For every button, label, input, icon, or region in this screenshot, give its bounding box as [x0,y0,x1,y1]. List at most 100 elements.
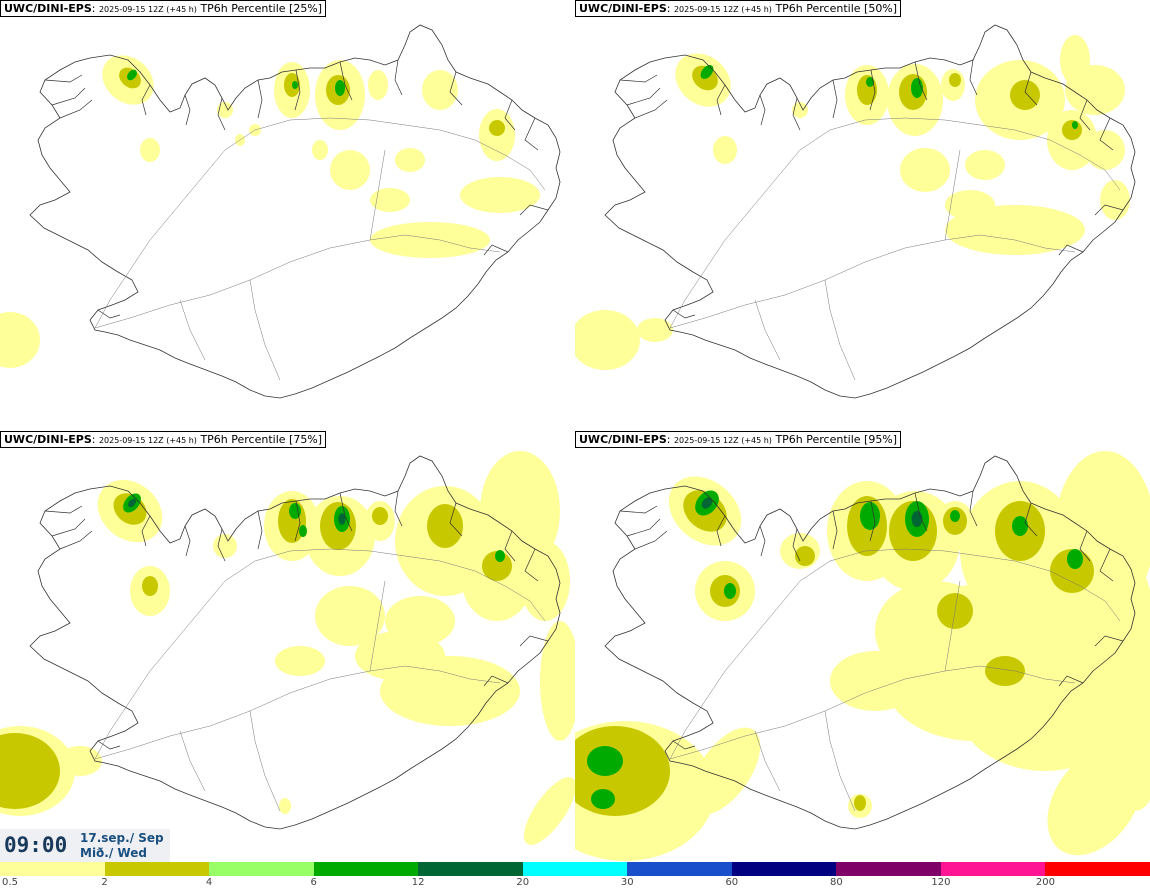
map-panel-p95: UWC/DINI-EPS: 2025-09-15 12Z (+45 h) TP6… [575,431,1150,862]
precip-area [427,504,463,548]
fjord-line [619,74,658,83]
precip-map-p25 [0,24,561,399]
colorbar-swatch [522,862,628,876]
fjord-line [59,530,93,550]
fjord-line [969,490,978,527]
precip-area [279,798,291,814]
precip-area [140,138,160,162]
fjord-line [449,502,463,537]
fjord-line [257,79,263,119]
boundary-lines [94,117,546,381]
precip-area [700,65,714,79]
precip-map-p75 [0,451,575,845]
colorbar-swatch [209,862,314,876]
colorbar-tick-label: 120 [931,877,951,888]
fjord-line [394,59,403,96]
precip-area [900,148,950,192]
fjord-line [483,675,509,687]
fjord-line [832,510,838,550]
colorbar-tick-label: 4 [205,877,213,888]
precip-colorbar [0,862,1150,876]
boundary-lines [669,117,1121,381]
precip-area [275,646,325,676]
map-panel-p25: UWC/DINI-EPS: 2025-09-15 12Z (+45 h) TP6… [0,0,575,431]
precip-area [575,310,640,370]
precip-area [965,150,1005,180]
fjord-line [1099,548,1114,582]
colorbar-tick-label: 6 [310,877,317,888]
precip-area [540,621,575,741]
colorbar-tick-label: 80 [829,877,843,888]
fjord-line [483,244,509,256]
precip-area [945,205,1085,255]
precip-area [495,550,505,562]
precip-area [128,498,136,508]
precip-area [0,733,60,809]
precip-area [338,513,346,525]
fjord-line [634,99,668,119]
valid-date: 17.sep./ Sep Mið./ Wed [80,831,164,861]
precip-area [792,102,808,118]
fjord-line [869,69,876,111]
fjord-line [1079,530,1091,562]
colorbar-swatch [940,862,1046,876]
fjord-line [914,61,928,101]
precip-area [460,177,540,213]
fjord-line [141,515,151,547]
colorbar-swatch [1045,862,1150,876]
precip-area [950,510,960,522]
precip-area [637,318,673,342]
precip-area [949,73,961,87]
coastline [604,24,1136,399]
fjord-line [504,530,516,562]
precip-area [523,777,575,845]
fjord-line [524,117,539,151]
precip-area [1047,746,1143,856]
fjord-line [184,525,191,557]
fjord-line [672,309,696,319]
coastline [29,24,561,399]
panel-title-p95: UWC/DINI-EPS: 2025-09-15 12Z (+45 h) TP6… [575,431,902,448]
fjord-line [716,84,726,116]
precip-area [854,795,866,811]
coastline [29,455,561,830]
fjord-line [44,505,83,514]
precip-area [591,789,615,809]
precip-area [713,136,737,164]
fjord-line [51,518,86,537]
precip-area [701,497,713,509]
precip-area [1062,120,1082,140]
colorbar-tick-label: 0.5 [2,877,18,888]
fjord-line [184,94,191,126]
colorbar-swatch [104,862,210,876]
fjord-line [44,74,83,83]
fjord-line [449,71,463,106]
precip-area [1050,549,1094,593]
fjord-line [97,309,121,319]
precip-area [985,656,1025,686]
boundary-lines [669,548,1121,812]
fjord-line [626,87,661,106]
fjord-line [1094,204,1124,216]
fjord-line [257,510,263,550]
fjord-line [619,505,658,514]
fjord-line [832,79,838,119]
colorbar-ticks: 0.5 2 4 6 12 20 30 60 80 120 200 [0,877,1150,891]
colorbar-tick-label: 2 [101,877,108,888]
fjord-line [294,69,301,111]
fjord-line [51,87,86,106]
colorbar-swatch [313,862,419,876]
fjord-line [1058,244,1084,256]
colorbar-swatch [731,862,837,876]
precip-area [142,576,158,596]
coastline [604,455,1136,830]
fjord-line [217,97,226,131]
fjord-line [1079,99,1091,131]
precip-area [312,140,328,160]
valid-time-box: 09:00 17.sep./ Sep Mið./ Wed [0,829,170,862]
fjord-line [634,530,668,550]
colorbar-swatch [0,862,105,876]
precip-area [830,651,920,711]
precip-area [587,746,623,776]
precip-area [370,222,490,258]
